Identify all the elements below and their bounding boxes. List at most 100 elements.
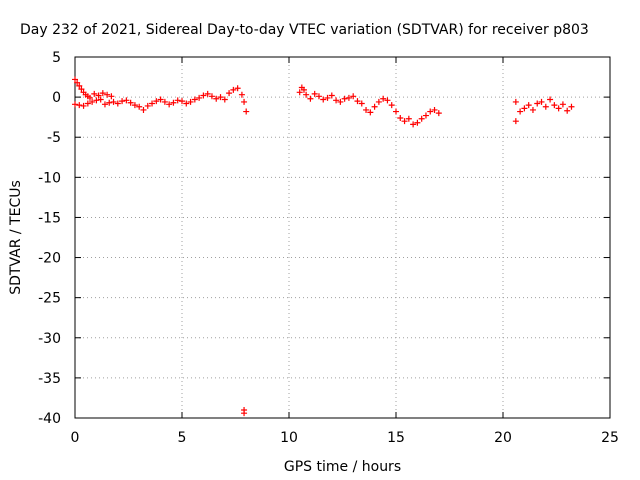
y-tick-label: -20 [38,251,61,267]
data-point [525,102,532,109]
data-point [127,99,134,106]
data-point [367,109,374,116]
data-point [384,97,391,104]
y-axis-ticks: 5 0 -5 -10 -15 -20 -25 -30 -35 -40 [38,50,610,427]
x-axis-ticks: 0 5 10 15 20 25 [71,57,619,446]
data-point [95,92,102,99]
data-point [89,98,96,105]
data-point [131,102,138,109]
data-point [422,112,429,119]
data-point [72,101,78,108]
data-point [418,115,425,122]
data-point [196,94,203,101]
data-point [80,102,87,109]
data-points [72,76,575,417]
data-point [354,98,361,105]
data-point [512,118,519,125]
y-tick-label: -15 [38,210,61,226]
data-point [243,108,250,115]
data-point [119,98,126,105]
data-point [166,101,173,108]
y-tick-label: -40 [38,411,61,427]
data-point [307,95,314,102]
data-point [311,90,318,97]
data-point [74,79,81,86]
data-point [187,98,194,105]
data-point [241,98,248,105]
y-tick-label: -5 [47,130,61,146]
data-point [217,94,224,101]
data-point [512,98,519,105]
data-point [358,100,365,107]
data-point [76,82,83,89]
data-point [108,93,115,100]
y-tick-label: -35 [38,371,61,387]
y-tick-label: -10 [38,170,61,186]
data-point [157,96,164,103]
data-point [234,85,241,92]
data-point [106,99,113,106]
data-point [213,95,220,102]
data-point [238,91,245,98]
data-point [337,98,344,105]
data-point [435,110,442,117]
x-tick-label: 10 [280,430,298,446]
data-point [414,119,421,126]
data-point [183,100,190,107]
data-point [405,115,412,122]
data-point [534,100,541,107]
y-tick-label: -25 [38,291,61,307]
x-tick-label: 20 [494,430,512,446]
data-point [136,103,143,110]
x-tick-label: 15 [387,430,405,446]
data-point [78,86,85,93]
data-point [114,100,121,107]
data-point [559,101,566,108]
data-point [144,102,151,109]
data-point [547,96,554,103]
data-point [84,100,91,107]
data-point [101,101,108,108]
data-point [179,98,185,105]
data-point [97,96,104,103]
chart-title: Day 232 of 2021, Sidereal Day-to-day VTE… [20,22,589,38]
data-point [221,96,228,103]
data-point [296,89,303,96]
data-point [363,106,370,113]
data-point [350,93,357,100]
data-point [529,106,536,113]
data-point [104,91,111,98]
y-tick-label: 0 [52,90,61,106]
data-point [341,95,348,102]
x-tick-label: 0 [71,430,80,446]
data-point [393,108,399,115]
data-point [300,86,307,93]
data-point [204,90,211,97]
data-point [208,93,215,100]
data-point [76,102,83,109]
data-point [538,98,545,105]
x-tick-label: 25 [601,430,619,446]
data-point [153,98,160,105]
y-tick-label: -30 [38,331,61,347]
data-point [320,96,327,103]
data-point [110,98,117,105]
data-point [375,98,382,105]
data-point [174,97,181,104]
data-point [551,102,558,109]
x-tick-label: 5 [178,430,187,446]
data-point [303,91,310,98]
data-point [427,108,434,115]
data-point [401,118,408,125]
data-point [161,98,168,105]
data-point [226,90,233,97]
data-point [315,93,322,100]
data-point [123,97,130,104]
data-point [328,92,335,99]
data-point [93,97,100,104]
data-point [230,86,237,93]
data-point [564,107,571,114]
axes [74,56,611,419]
data-point [431,106,438,113]
